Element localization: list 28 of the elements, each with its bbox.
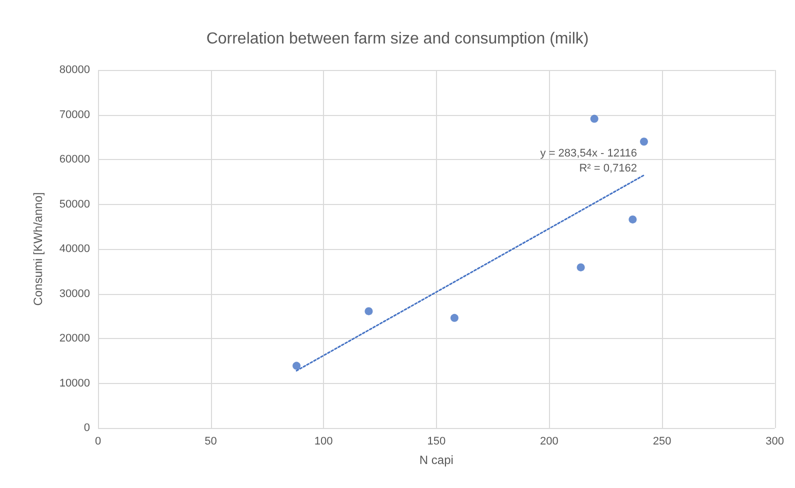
x-axis-title: N capi: [419, 453, 454, 467]
x-tick-label: 200: [540, 436, 558, 448]
y-tick-label: 0: [84, 422, 90, 434]
x-tick-label: 0: [94, 436, 102, 448]
y-tick-label: 30000: [59, 288, 90, 300]
y-tick-label: 80000: [59, 64, 90, 76]
point: [364, 307, 373, 316]
x-tick-label: 250: [652, 436, 672, 448]
x-tick-label: 150: [427, 436, 446, 448]
point: [576, 263, 585, 272]
x-tick-label: 100: [314, 436, 333, 448]
point: [640, 138, 648, 146]
x-tick-label: 300: [766, 436, 784, 448]
point: [450, 314, 458, 322]
point: [292, 362, 301, 370]
y-tick-label: 60000: [59, 154, 90, 166]
point: [628, 215, 637, 224]
x-tick-label: 50: [204, 436, 217, 448]
y-tick-label: 40000: [59, 243, 90, 255]
annotation: y = 283,54x - 12116: [540, 148, 638, 160]
y-tick-label: 10000: [59, 377, 90, 390]
annotation: R² = 0,7162: [579, 162, 638, 174]
y-tick-label: 70000: [59, 108, 90, 121]
chart-title: Correlation between farm size and consumption (milk): [206, 30, 589, 48]
y-axis-title: Consumi [KWh/anno]: [31, 192, 45, 306]
y-tick-label: 20000: [59, 332, 90, 344]
point: [590, 114, 598, 123]
y-tick-label: 50000: [59, 198, 90, 210]
